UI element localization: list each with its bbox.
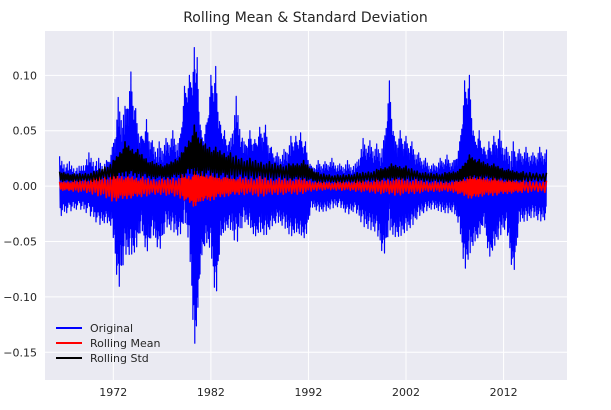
chart-title: Rolling Mean & Standard Deviation [183,10,428,26]
x-tick-label: 2002 [392,386,420,399]
x-tick-label: 1972 [99,386,127,399]
y-tick-label: 0.10 [13,69,38,82]
tick-labels: 1972 1982 1992 2002 2012 −0.15 −0.10 −0.05 0.00 0… [3,69,517,399]
x-tick-label: 1982 [197,386,225,399]
y-tick-label: −0.05 [3,236,37,249]
series-original-line [59,47,548,344]
series-layer [58,47,548,344]
legend-label: Rolling Mean [90,337,160,350]
y-tick-label: −0.10 [3,291,37,304]
legend: Original Rolling Mean Rolling Std [56,322,160,365]
y-tick-label: 0.05 [13,125,38,138]
legend-label: Rolling Std [90,352,149,365]
series-rolling-std-line [58,124,548,184]
series-rolling-mean-line [58,170,548,207]
y-tick-label: −0.15 [3,346,37,359]
x-tick-label: 2012 [490,386,518,399]
x-tick-label: 1992 [294,386,322,399]
y-tick-label: 0.00 [13,180,38,193]
legend-label: Original [90,322,133,335]
